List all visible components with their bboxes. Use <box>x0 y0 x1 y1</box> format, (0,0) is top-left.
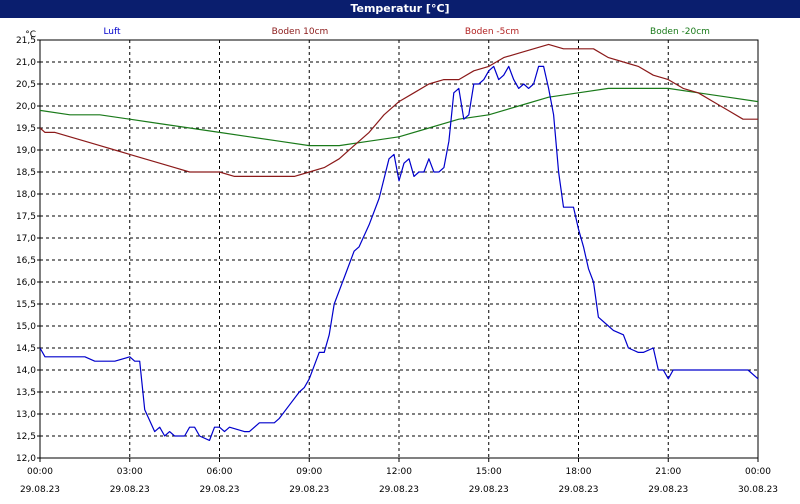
x-tick-label-date: 29.08.23 <box>648 485 688 495</box>
legend-entry: Luft <box>103 27 121 37</box>
y-tick-label: 14,0 <box>16 366 36 376</box>
y-tick-label: 15,5 <box>16 300 36 310</box>
y-tick-label: 15,0 <box>16 322 36 332</box>
x-tick-label-time: 00:00 <box>27 467 53 477</box>
x-tick-label-date: 29.08.23 <box>469 485 509 495</box>
y-tick-label: 18,0 <box>16 190 36 200</box>
y-tick-label: 19,0 <box>16 146 36 156</box>
x-tick-label-time: 09:00 <box>296 467 322 477</box>
y-tick-label: 14,5 <box>16 344 36 354</box>
legend-entry: Boden 10cm <box>272 27 329 37</box>
x-tick-label-date: 29.08.23 <box>289 485 329 495</box>
chart-title: Temperatur [°C] <box>0 0 800 18</box>
x-tick-label-date: 29.08.23 <box>199 485 239 495</box>
x-tick-label-time: 06:00 <box>207 467 233 477</box>
y-tick-label: 13,0 <box>16 410 36 420</box>
legend-entry: Boden -5cm <box>465 27 519 37</box>
y-tick-label: 16,0 <box>16 278 36 288</box>
legend-entry: Boden -20cm <box>650 27 710 37</box>
x-tick-label-time: 12:00 <box>386 467 412 477</box>
series-line-boden-10cm <box>39 43 758 177</box>
series-line-luft <box>39 65 759 441</box>
x-tick-label-date: 30.08.23 <box>738 485 778 495</box>
x-tick-label-time: 15:00 <box>476 467 502 477</box>
x-tick-label-date: 29.08.23 <box>379 485 419 495</box>
series-line-boden-20cm <box>39 87 759 147</box>
x-tick-label-date: 29.08.23 <box>558 485 598 495</box>
x-tick-label-date: 29.08.23 <box>110 485 150 495</box>
x-tick-label-time: 18:00 <box>566 467 592 477</box>
y-tick-label: 17,5 <box>16 212 36 222</box>
y-tick-label: 18,5 <box>16 168 36 178</box>
y-tick-label: 20,0 <box>16 102 36 112</box>
y-tick-label: 21,5 <box>16 36 36 46</box>
x-tick-label-time: 00:00 <box>745 467 771 477</box>
x-tick-label-time: 03:00 <box>117 467 143 477</box>
y-tick-label: 19,5 <box>16 124 36 134</box>
y-tick-label: 20,5 <box>16 80 36 90</box>
y-tick-label: 16,5 <box>16 256 36 266</box>
y-tick-label: 21,0 <box>16 58 36 68</box>
x-tick-label-date: 29.08.23 <box>20 485 60 495</box>
y-axis-label: °C <box>25 30 36 40</box>
y-tick-label: 17,0 <box>16 234 36 244</box>
x-tick-label-time: 21:00 <box>655 467 681 477</box>
y-tick-label: 12,0 <box>16 454 36 464</box>
y-tick-label: 13,5 <box>16 388 36 398</box>
y-tick-label: 12,5 <box>16 432 36 442</box>
